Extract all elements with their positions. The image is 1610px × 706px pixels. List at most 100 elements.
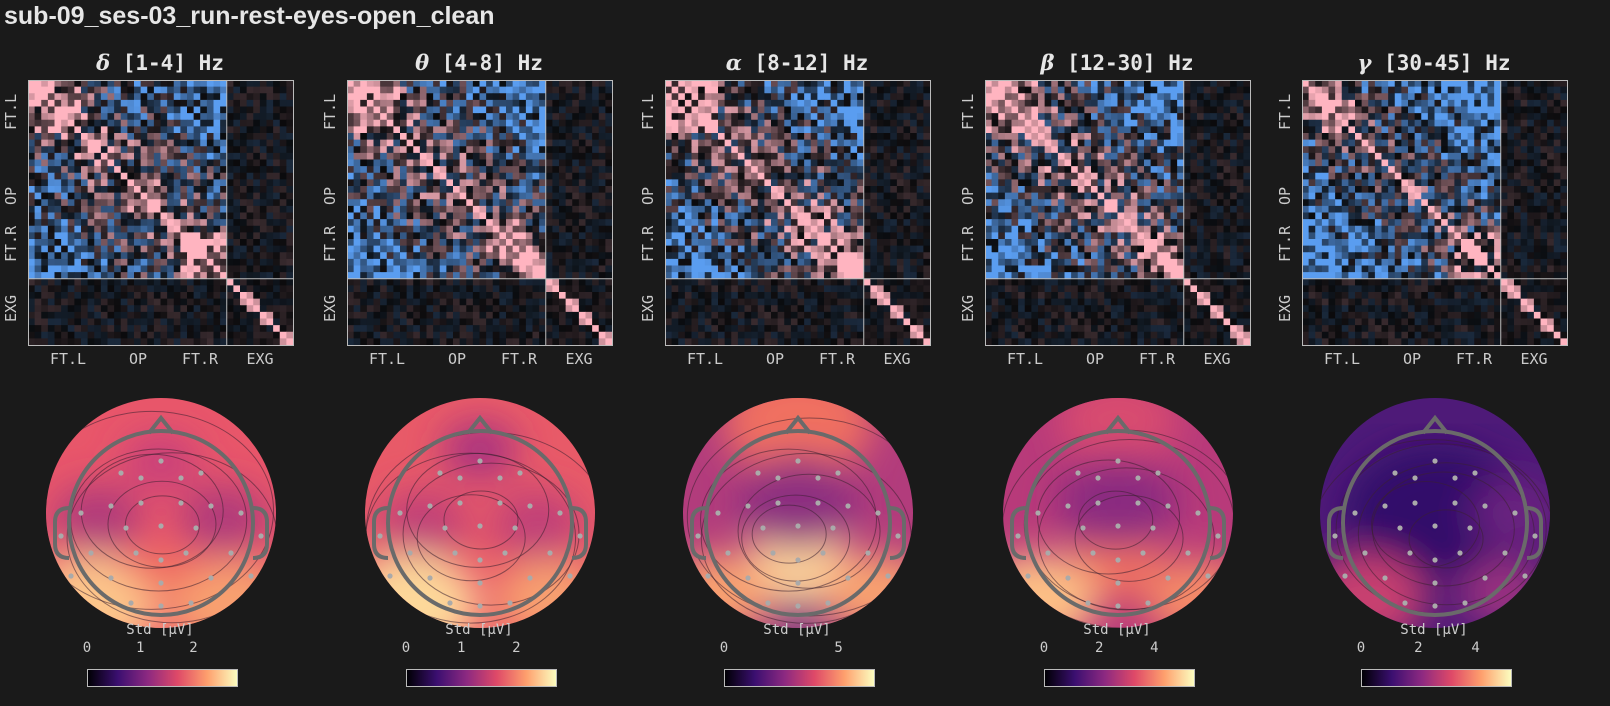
sensor-marker bbox=[437, 470, 443, 476]
matrix-cell bbox=[446, 172, 454, 180]
matrix-cell bbox=[173, 219, 181, 227]
matrix-cell bbox=[519, 278, 527, 286]
matrix-cell bbox=[140, 133, 148, 141]
matrix-cell bbox=[366, 186, 374, 194]
matrix-cell bbox=[850, 338, 858, 346]
matrix-cell bbox=[47, 139, 55, 147]
matrix-cell bbox=[147, 265, 155, 273]
matrix-cell bbox=[817, 278, 825, 286]
matrix-cell bbox=[67, 192, 75, 200]
matrix-cell bbox=[804, 239, 812, 247]
matrix-cell bbox=[386, 232, 394, 240]
matrix-cell bbox=[61, 113, 69, 121]
matrix-cell bbox=[751, 252, 759, 260]
matrix-cell bbox=[585, 318, 593, 326]
matrix-cell bbox=[771, 172, 779, 180]
matrix-cell bbox=[506, 119, 514, 127]
matrix-cell bbox=[400, 331, 408, 339]
matrix-cell bbox=[153, 133, 161, 141]
matrix-cell bbox=[916, 186, 924, 194]
matrix-cell bbox=[81, 331, 89, 339]
matrix-cell bbox=[200, 278, 208, 286]
matrix-cell bbox=[459, 272, 467, 280]
matrix-cell bbox=[400, 119, 408, 127]
sensor-marker bbox=[775, 475, 781, 481]
matrix-cell bbox=[578, 331, 586, 339]
matrix-cell bbox=[380, 205, 388, 213]
matrix-cell bbox=[266, 80, 274, 88]
matrix-cell bbox=[837, 159, 845, 167]
matrix-cell bbox=[797, 139, 805, 147]
matrix-cell bbox=[160, 199, 168, 207]
matrix-cell bbox=[592, 186, 600, 194]
matrix-cell bbox=[147, 212, 155, 220]
matrix-cell bbox=[81, 99, 89, 107]
matrix-cell bbox=[757, 239, 765, 247]
matrix-cell bbox=[259, 139, 267, 147]
matrix-cell bbox=[810, 311, 818, 319]
matrix-cell bbox=[153, 239, 161, 247]
matrix-cell bbox=[605, 232, 613, 240]
matrix-cell bbox=[486, 139, 494, 147]
matrix-cell bbox=[253, 311, 261, 319]
matrix-cell bbox=[120, 152, 128, 160]
matrix-cell bbox=[273, 113, 281, 121]
matrix-cell bbox=[525, 199, 533, 207]
matrix-cell bbox=[598, 258, 606, 266]
matrix-cell bbox=[87, 325, 95, 333]
matrix-cell bbox=[120, 331, 128, 339]
matrix-cell bbox=[824, 245, 832, 253]
matrix-cell bbox=[127, 225, 135, 233]
matrix-cell bbox=[565, 139, 573, 147]
matrix-cell bbox=[890, 292, 898, 300]
sensor-marker bbox=[725, 550, 731, 556]
matrix-cell bbox=[698, 126, 706, 134]
matrix-cell bbox=[830, 133, 838, 141]
matrix-cell bbox=[797, 331, 805, 339]
matrix-cell bbox=[107, 86, 115, 94]
matrix-cell bbox=[592, 272, 600, 280]
matrix-cell bbox=[804, 298, 812, 306]
matrix-cell bbox=[486, 126, 494, 134]
matrix-cell bbox=[400, 205, 408, 213]
matrix-cell bbox=[100, 212, 108, 220]
matrix-cell bbox=[120, 186, 128, 194]
matrix-cell bbox=[426, 258, 434, 266]
matrix-cell bbox=[751, 205, 759, 213]
matrix-cell bbox=[353, 338, 361, 346]
matrix-cell bbox=[757, 152, 765, 160]
matrix-cell bbox=[220, 338, 228, 346]
matrix-cell bbox=[771, 232, 779, 240]
matrix-cell bbox=[173, 225, 181, 233]
matrix-cell bbox=[751, 192, 759, 200]
matrix-cell bbox=[180, 331, 188, 339]
matrix-cell bbox=[134, 113, 142, 121]
matrix-cell bbox=[592, 318, 600, 326]
matrix-cell bbox=[572, 119, 580, 127]
matrix-cell bbox=[466, 139, 474, 147]
matrix-cell bbox=[81, 219, 89, 227]
matrix-cell bbox=[253, 239, 261, 247]
matrix-cell bbox=[360, 258, 368, 266]
matrix-cell bbox=[890, 285, 898, 293]
matrix-cell bbox=[413, 133, 421, 141]
matrix-cell bbox=[439, 166, 447, 174]
matrix-cell bbox=[704, 239, 712, 247]
matrix-cell bbox=[479, 325, 487, 333]
matrix-cell bbox=[492, 199, 500, 207]
matrix-cell bbox=[903, 298, 911, 306]
matrix-cell bbox=[273, 212, 281, 220]
matrix-cell bbox=[565, 212, 573, 220]
matrix-cell bbox=[877, 258, 885, 266]
matrix-cell bbox=[266, 119, 274, 127]
matrix-cell bbox=[413, 232, 421, 240]
matrix-cell bbox=[731, 239, 739, 247]
matrix-cell bbox=[67, 152, 75, 160]
matrix-cell bbox=[843, 311, 851, 319]
matrix-cell bbox=[253, 146, 261, 154]
matrix-cell bbox=[499, 106, 507, 114]
matrix-cell bbox=[413, 152, 421, 160]
matrix-cell bbox=[187, 166, 195, 174]
matrix-cell bbox=[54, 292, 62, 300]
matrix-cell bbox=[120, 172, 128, 180]
